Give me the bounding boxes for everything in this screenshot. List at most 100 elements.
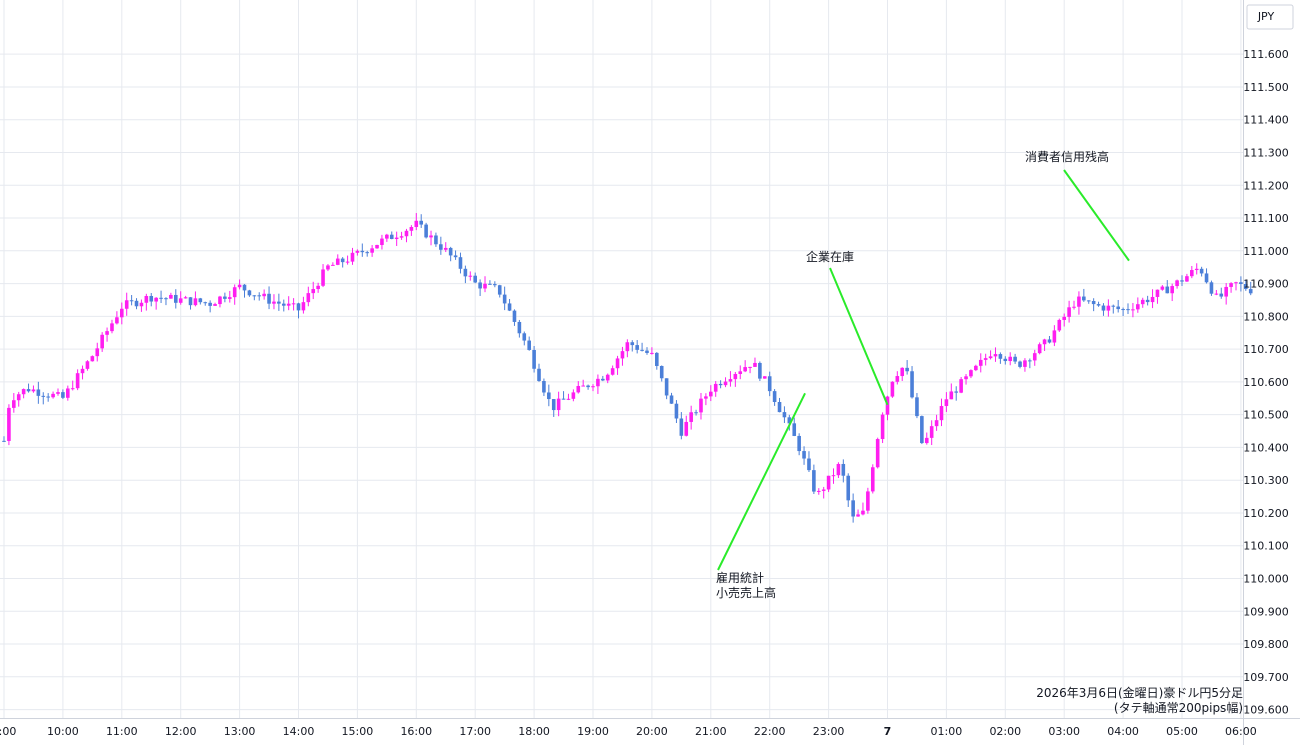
candle-body (1180, 280, 1184, 282)
candle-body (1194, 268, 1199, 271)
candle-body (944, 399, 949, 407)
candle-body (753, 362, 757, 367)
candle-body (345, 261, 350, 263)
candle-body (208, 302, 212, 306)
candle-body (856, 514, 860, 517)
x-tick-label: 13:00 (224, 725, 256, 738)
candle-body (1209, 282, 1214, 294)
candle-body (335, 258, 340, 265)
candle-body (1185, 276, 1189, 282)
candle-body (232, 287, 237, 298)
candle-body (1160, 286, 1165, 290)
y-tick-label: 110.300 (1243, 474, 1289, 487)
candle-body (1214, 293, 1219, 295)
candle-body (1062, 316, 1066, 320)
chart-caption-line1: 2026年3月6日(金曜日)豪ドル円5分足 (1036, 685, 1243, 700)
candle-body (895, 376, 900, 382)
candle-body (988, 356, 993, 359)
candle-body (365, 252, 370, 254)
candle-body (380, 238, 384, 245)
candle-body (507, 303, 512, 311)
candle-body (419, 220, 424, 225)
candle-body (124, 300, 129, 309)
candle-body (434, 235, 438, 245)
candle-body (831, 475, 836, 477)
y-tick-label: 111.200 (1243, 179, 1289, 192)
candle-body (1096, 304, 1101, 306)
candle-body (1057, 319, 1062, 331)
candle-body (826, 475, 831, 490)
candle-body (1008, 356, 1013, 362)
candle-body (713, 383, 718, 392)
currency-label: JPY (1257, 10, 1275, 23)
candle-body (723, 381, 728, 386)
candle-body (704, 396, 708, 399)
candle-body (880, 414, 885, 440)
candle-body (1018, 361, 1022, 367)
candle-body (836, 463, 841, 476)
candle-body (1219, 293, 1224, 297)
candle-body (630, 342, 635, 346)
candle-body (311, 289, 316, 294)
y-tick-label: 110.100 (1243, 540, 1289, 553)
annotation-label: 小売売上高 (716, 585, 776, 600)
candle-body (866, 491, 870, 511)
candle-body (596, 378, 600, 387)
x-tick-label: 03:00 (1048, 725, 1080, 738)
candle-body (296, 303, 301, 311)
candle-body (267, 293, 271, 304)
candle-body (1239, 282, 1243, 284)
y-tick-label: 109.600 (1243, 704, 1289, 717)
candle-body (782, 412, 787, 418)
x-tick-label: 16:00 (400, 725, 432, 738)
y-tick-label: 111.400 (1243, 114, 1289, 127)
candle-body (861, 510, 865, 515)
candle-body (242, 284, 247, 291)
candle-body (821, 489, 826, 491)
candle-body (718, 383, 723, 386)
candle-body (247, 290, 252, 296)
candle-body (36, 389, 41, 396)
candle-body (468, 275, 473, 277)
y-tick-label: 110.200 (1243, 507, 1289, 520)
candle-body (1248, 289, 1253, 294)
candle-body (1175, 280, 1179, 287)
x-tick-label: 11:00 (106, 725, 138, 738)
candle-body (56, 392, 60, 394)
candle-body (1199, 268, 1204, 274)
candle-body (792, 423, 797, 436)
candle-body (502, 294, 507, 304)
candle-body (277, 301, 281, 304)
candle-body (620, 351, 625, 359)
candle-body (1204, 273, 1209, 283)
candle-body (389, 234, 394, 240)
candle-body (149, 295, 154, 302)
candle-body (154, 297, 158, 302)
candle-body (816, 490, 821, 492)
y-tick-label: 109.800 (1243, 638, 1289, 651)
candle-body (885, 396, 890, 415)
candle-body (75, 373, 80, 389)
candle-body (218, 296, 222, 305)
candle-body (262, 293, 266, 297)
grid-lines (0, 0, 1243, 718)
y-tick-label: 110.800 (1243, 310, 1289, 323)
candle-body (105, 331, 109, 335)
x-tick-label: 04:00 (1107, 725, 1139, 738)
chart-caption-line2: (タテ軸通常200pips幅) (1114, 700, 1243, 715)
candle-body (674, 403, 679, 419)
candle-body (409, 227, 414, 231)
candle-body (728, 379, 733, 382)
candle-body (699, 398, 703, 413)
candle-body (561, 398, 566, 400)
candle-body (1136, 304, 1140, 310)
x-tick-label: 9:00 (0, 725, 16, 738)
candle-body (537, 368, 541, 382)
candle-body (399, 236, 404, 238)
candle-body (340, 258, 345, 263)
candle-body (326, 265, 330, 270)
y-tick-label: 110.700 (1243, 343, 1289, 356)
candle-body (1072, 306, 1076, 308)
candle-body (841, 463, 846, 476)
